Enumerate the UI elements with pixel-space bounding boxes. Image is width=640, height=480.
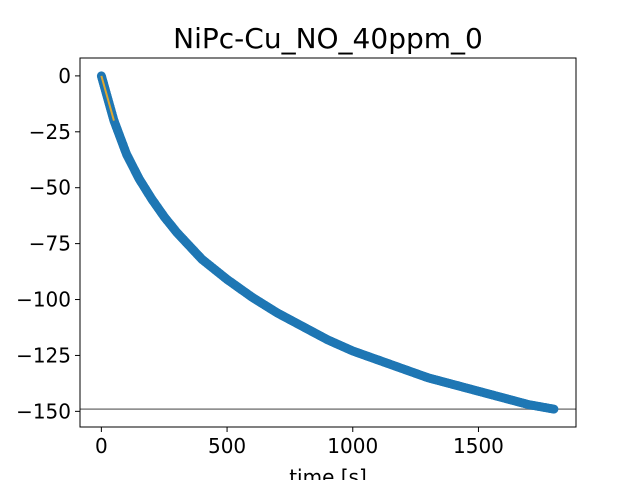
y-tick-label: −150 (16, 399, 71, 423)
y-tick-label: 0 (58, 64, 71, 88)
x-tick-label: 500 (208, 434, 246, 458)
x-tick-label: 1500 (453, 434, 504, 458)
chart-title: NiPc-Cu_NO_40ppm_0 (173, 22, 483, 55)
x-tick-label: 1000 (327, 434, 378, 458)
plot-frame (79, 57, 577, 428)
y-tick-label: −50 (29, 176, 71, 200)
y-tick-label: −75 (29, 232, 71, 256)
y-tick-label: −125 (16, 343, 71, 367)
y-tick-label: −25 (29, 120, 71, 144)
x-tick-label: 0 (95, 434, 108, 458)
fit-line (100, 75, 115, 121)
data-layer (80, 71, 576, 414)
tick-layer: 0 500 1000 1500 0 −25 −50 −75 −100 −125 −150 (16, 64, 504, 458)
data-point (549, 404, 559, 414)
plot-area (80, 58, 576, 427)
x-axis-label: time [s] (289, 465, 367, 480)
y-tick-label: −100 (16, 288, 71, 312)
